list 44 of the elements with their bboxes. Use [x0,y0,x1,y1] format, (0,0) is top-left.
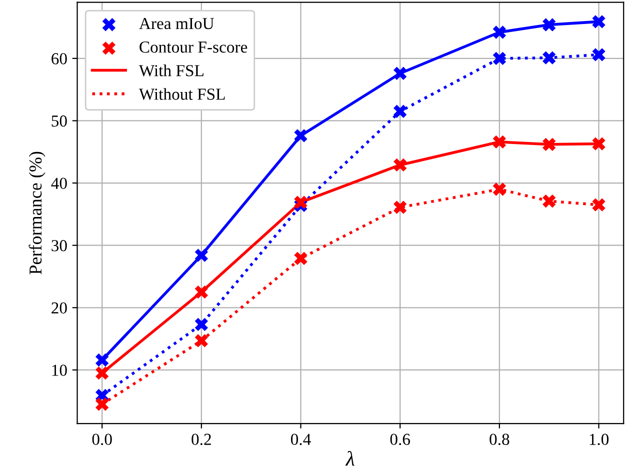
point [492,26,506,39]
y-tick-label: 10 [52,364,67,376]
y-axis-title: Performance (%) [28,152,46,274]
point [194,285,208,299]
point [95,353,109,367]
y-tick-label: 40 [51,178,67,189]
x-tick-label: 0.4 [290,434,311,446]
legend-label: With FSL [138,64,204,76]
point [542,138,556,151]
point [592,15,606,28]
x-axis-title: λ [345,450,354,466]
y-tick-label: 60 [52,53,67,64]
point [394,66,407,80]
legend-label: Contour F-score [140,42,248,53]
point [95,398,109,411]
point [542,51,556,64]
legend-label: Area mIoU [139,18,214,30]
x-tick-label: 0.0 [92,434,112,446]
point [194,318,208,332]
point [95,366,109,380]
point [294,252,308,266]
y-tick-label: 50 [52,115,67,127]
point [592,198,606,212]
point [592,137,606,150]
legend-label: Without FSL [138,88,225,100]
point [394,158,407,172]
point [542,18,556,32]
point [492,52,506,66]
point [194,248,208,262]
y-tick-label: 20 [52,302,67,314]
point [294,129,308,142]
y-tick-label: 30 [52,240,67,252]
point [492,135,506,148]
point [194,334,208,348]
point [592,48,606,62]
point [394,104,407,118]
x-tick-label: 0.2 [192,434,211,446]
point [492,182,506,196]
point [294,196,308,209]
point [542,194,556,208]
point [394,200,407,214]
x-tick-label: 1.0 [590,434,609,446]
x-tick-label: 0.8 [490,434,510,446]
x-tick-label: 0.6 [390,434,410,446]
